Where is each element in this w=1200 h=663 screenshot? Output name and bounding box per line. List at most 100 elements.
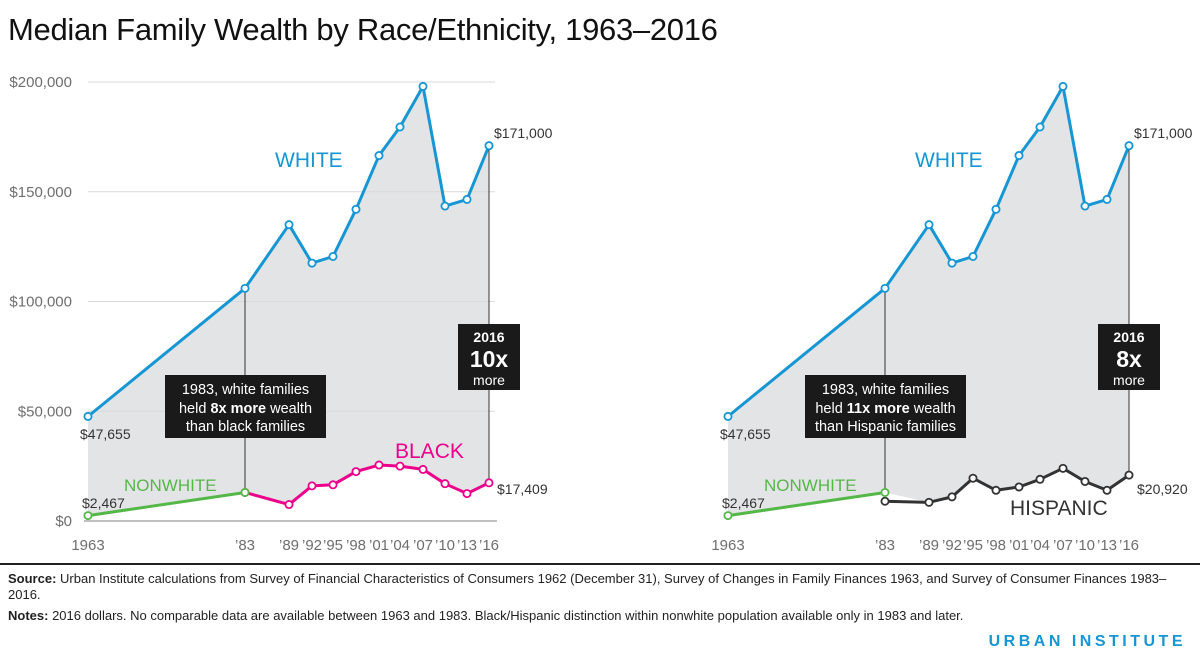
- y-tick-label: $100,000: [9, 294, 72, 311]
- source-note: Source: Urban Institute calculations fro…: [8, 571, 1188, 603]
- callout-1983-line3: than Hispanic families: [815, 419, 956, 435]
- black-point: [328, 480, 338, 490]
- x-tick-label: ’98: [346, 537, 366, 554]
- notes-label: Notes:: [8, 608, 49, 623]
- callout-2016-box: [1098, 324, 1160, 390]
- white-point: [395, 122, 405, 132]
- callout-1983-held: held: [179, 401, 210, 417]
- nonwhite-point: [83, 511, 93, 521]
- callout-2016-word: more: [1113, 372, 1145, 388]
- hispanic-point: [1080, 476, 1090, 486]
- x-tick-label: ’16: [1119, 537, 1139, 554]
- white-series-label: WHITE: [275, 149, 343, 172]
- white-point: [351, 204, 361, 214]
- x-tick-label: ’13: [457, 537, 477, 554]
- x-tick-label: ’01: [1009, 537, 1029, 554]
- white-end-value: $171,000: [494, 125, 553, 141]
- callout-1983-held: held: [815, 401, 846, 417]
- footnotes: Source: Urban Institute calculations fro…: [8, 571, 1188, 629]
- black-point: [462, 489, 472, 499]
- x-tick-label: 1963: [711, 537, 744, 554]
- white-point: [1124, 141, 1134, 151]
- white-point: [968, 252, 978, 262]
- black-point: [484, 478, 494, 488]
- nonwhite-line: [727, 490, 886, 518]
- black-point: [374, 460, 384, 470]
- white-point: [1102, 194, 1112, 204]
- x-tick-label: ’83: [875, 537, 895, 554]
- callout-1983-line2: held 8x more wealth: [179, 401, 312, 417]
- white-point: [418, 81, 428, 91]
- white-point: [880, 283, 890, 293]
- hispanic-point: [1035, 474, 1045, 484]
- white-point: [240, 283, 250, 293]
- white-point: [440, 201, 450, 211]
- callout-2016-year: 2016: [1113, 329, 1144, 345]
- x-tick-label: ’10: [1075, 537, 1095, 554]
- nonwhite-point: [240, 487, 250, 497]
- black-point: [307, 481, 317, 491]
- hispanic-point: [1058, 463, 1068, 473]
- x-tick-label: ’98: [986, 537, 1006, 554]
- hispanic-point: [880, 496, 890, 506]
- white-point: [307, 258, 317, 268]
- x-tick-label: ’95: [323, 537, 343, 554]
- black-point: [418, 464, 428, 474]
- callout-1983-line1: 1983, white families: [182, 382, 309, 398]
- source-text: Urban Institute calculations from Survey…: [8, 571, 1167, 602]
- x-tick-label: ’95: [963, 537, 983, 554]
- white-point: [991, 204, 1001, 214]
- white-point: [484, 141, 494, 151]
- white-point: [374, 151, 384, 161]
- callout-1983-box: [805, 375, 966, 438]
- callout-2016-multiple: 8x: [1116, 346, 1142, 372]
- nonwhite-point: [723, 511, 733, 521]
- white-point: [83, 411, 93, 421]
- white-point: [723, 411, 733, 421]
- callout-1983-line3: than black families: [186, 419, 305, 435]
- white-point: [924, 220, 934, 230]
- black-point: [440, 479, 450, 489]
- white-end-value: $171,000: [1134, 125, 1193, 141]
- callout-1983-wealth: wealth: [266, 401, 312, 417]
- callout-1983-multiple: 11x more: [847, 401, 910, 417]
- hispanic-point: [991, 485, 1001, 495]
- nonwhite-point: [880, 487, 890, 497]
- callout-1983-multiple: 8x more: [210, 401, 266, 417]
- hispanic-point: [1014, 482, 1024, 492]
- x-tick-label: ’89: [279, 537, 299, 554]
- page-title: Median Family Wealth by Race/Ethnicity, …: [8, 12, 718, 47]
- callout-1983-box: [165, 375, 326, 438]
- notes-text: 2016 dollars. No comparable data are ava…: [48, 608, 964, 623]
- nonwhite-series-label: NONWHITE: [124, 476, 217, 495]
- black-point: [351, 467, 361, 477]
- white-point: [284, 220, 294, 230]
- nonwhite-start-value: $2,467: [82, 495, 125, 511]
- white-start-value: $47,655: [80, 426, 131, 442]
- y-tick-label: $150,000: [9, 184, 72, 201]
- x-tick-label: ’01: [369, 537, 389, 554]
- white-point: [1058, 81, 1068, 91]
- x-tick-label: ’07: [413, 537, 433, 554]
- chart-panel-left: $0 $50,000 $100,000 $150,000 $200,000 1963 ’83…: [9, 74, 552, 554]
- x-tick-label: ’16: [479, 537, 499, 554]
- white-point: [1014, 151, 1024, 161]
- x-tick-label: ’04: [390, 537, 410, 554]
- callout-2016-word: more: [473, 372, 505, 388]
- hispanic-point: [1102, 485, 1112, 495]
- black-series-label: BLACK: [395, 440, 464, 463]
- nonwhite-line: [87, 490, 246, 518]
- hispanic-point: [968, 473, 978, 483]
- chart-panel-right: $0$50,000$100,000$150,000$200,0001963’83…: [711, 81, 1193, 554]
- hispanic-series-label: HISPANIC: [1010, 497, 1108, 520]
- black-end-value: $17,409: [497, 481, 548, 497]
- white-point: [328, 252, 338, 262]
- x-tick-label: ’07: [1053, 537, 1073, 554]
- white-point: [1080, 201, 1090, 211]
- footer-divider: [0, 563, 1200, 565]
- callout-1983-wealth: wealth: [910, 401, 956, 417]
- callout-2016-year: 2016: [473, 329, 504, 345]
- x-tick-label: 1963: [71, 537, 104, 554]
- brand-logo: URBAN INSTITUTE: [988, 633, 1186, 650]
- y-tick-label: $50,000: [18, 403, 72, 420]
